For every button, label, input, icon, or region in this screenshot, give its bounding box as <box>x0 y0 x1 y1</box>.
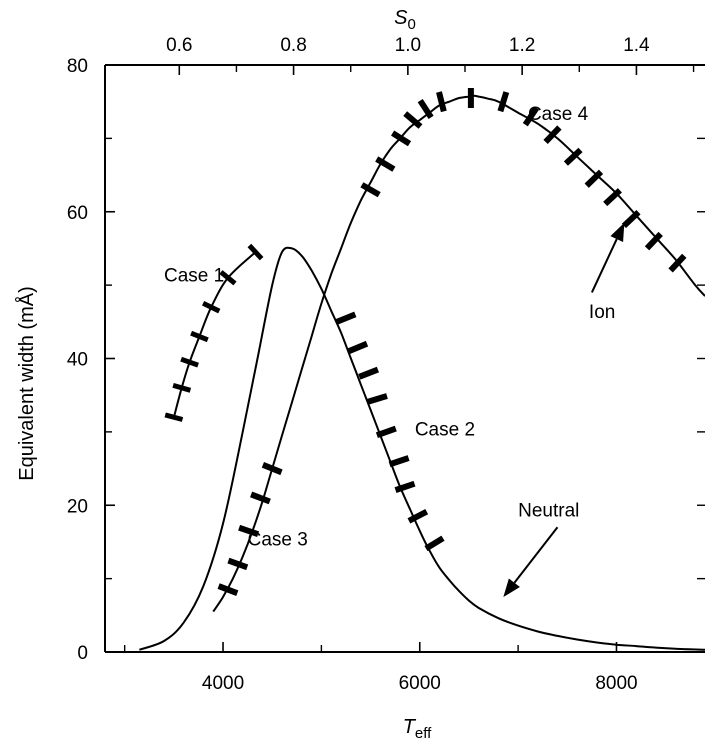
y-tick-label: 60 <box>67 203 88 224</box>
x-tick-label: 6000 <box>399 673 441 694</box>
neutral-arrow <box>513 526 559 584</box>
case2-tick <box>335 311 357 325</box>
y-axis-title: Equivalent width (mÅ) <box>15 286 38 481</box>
ion-arrow-head <box>610 222 625 243</box>
curves <box>139 94 705 651</box>
case2-tick <box>367 393 388 405</box>
x-tick-label: 8000 <box>595 673 637 694</box>
case2-tick <box>375 425 397 439</box>
y-tick-label: 40 <box>67 350 88 371</box>
case4-tick <box>375 156 396 172</box>
case3-tick <box>217 583 239 597</box>
case1-tick <box>172 382 192 393</box>
y-tick-label: 0 <box>77 643 88 664</box>
case4-tick <box>603 188 622 207</box>
annotation-neutral: Neutral <box>518 500 579 521</box>
case3-tick <box>261 462 283 476</box>
case4-tick <box>621 210 641 229</box>
case4-tick <box>543 125 562 144</box>
x2-tick-label: 1.2 <box>509 35 535 56</box>
case3-tick <box>227 557 249 571</box>
x2-tick-label: 1.0 <box>395 35 421 56</box>
case3-tick <box>238 524 260 538</box>
neutral-arrow-head <box>503 578 520 597</box>
case1-tick <box>202 300 221 314</box>
labels: Case 1 Case 2 Case 3 Case 4 Ion Neutral <box>164 104 625 597</box>
x2-axis-title: S0 <box>394 7 416 33</box>
y-tick-label: 20 <box>67 496 88 517</box>
x2-tick-label: 0.8 <box>280 35 306 56</box>
case4-tick <box>436 91 447 113</box>
case-tick-marks <box>164 88 687 597</box>
case1-tick <box>247 243 264 261</box>
case3-tick <box>250 491 271 505</box>
case4-tick <box>644 231 663 251</box>
case1-tick <box>219 270 237 286</box>
y-tick-label: 80 <box>67 56 88 77</box>
annotation-ion: Ion <box>589 302 615 323</box>
case2-tick <box>358 366 379 380</box>
case1-tick <box>180 356 199 368</box>
annotation-case-2: Case 2 <box>415 420 475 441</box>
annotation-case-3: Case 3 <box>248 530 308 551</box>
case4-tick <box>360 182 381 198</box>
x2-tick-label: 0.6 <box>166 35 192 56</box>
annotation-case-4: Case 4 <box>528 104 589 125</box>
x2-tick-label: 1.4 <box>623 35 650 56</box>
x-axis-title: Teff <box>403 716 432 740</box>
case4-tick <box>497 91 510 113</box>
ion-arrow <box>590 238 618 293</box>
case4-tick <box>522 106 539 127</box>
case2-tick <box>347 340 369 355</box>
case4-tick <box>584 169 604 188</box>
case2-tick <box>407 508 429 524</box>
case4-tick <box>668 253 687 273</box>
case4-tick <box>563 147 583 166</box>
case1-tick <box>190 330 209 343</box>
case4-tick <box>391 130 412 147</box>
x-tick-label: 4000 <box>202 673 244 694</box>
case1-tick <box>164 412 184 422</box>
case2-tick <box>424 535 445 552</box>
annotation-case-1: Case 1 <box>164 265 224 286</box>
case2-tick <box>388 455 410 468</box>
case4-tick <box>403 111 423 129</box>
case2-tick <box>394 480 416 493</box>
case4-tick <box>417 98 434 120</box>
axes: 4000 6000 8000 0 20 40 60 80 0.6 0.8 1.0 1.2 1.4 Teff… <box>15 7 705 740</box>
